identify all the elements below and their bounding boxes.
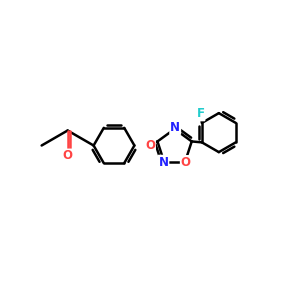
Text: O: O — [145, 139, 155, 152]
Text: O: O — [63, 149, 73, 163]
Text: O: O — [181, 156, 191, 169]
Text: F: F — [196, 107, 204, 120]
Text: N: N — [158, 156, 168, 169]
Text: N: N — [170, 121, 180, 134]
